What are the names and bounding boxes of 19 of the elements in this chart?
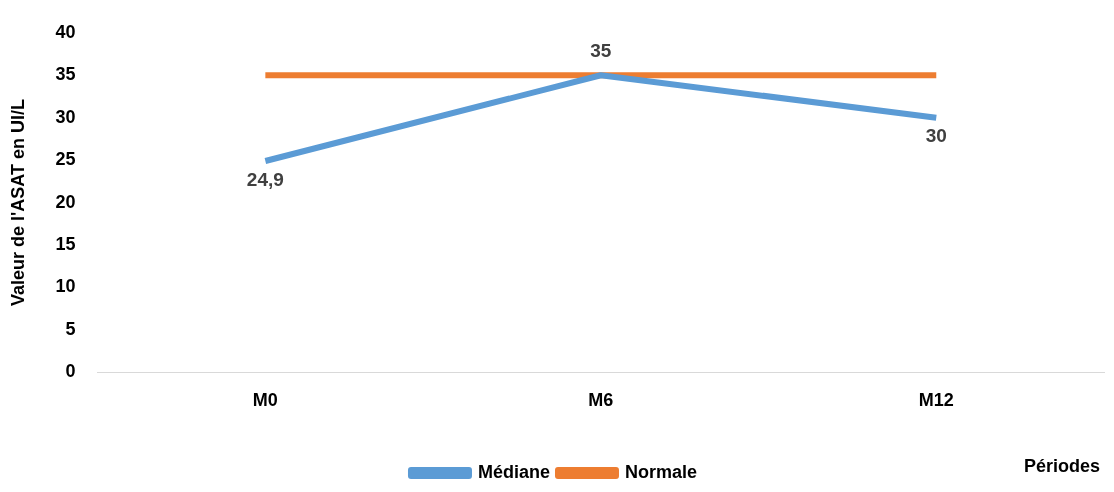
data-label: 35 <box>590 39 612 61</box>
y-tick-label: 30 <box>55 106 76 127</box>
legend-label: Médiane <box>477 461 551 482</box>
y-tick-label: 15 <box>55 234 76 255</box>
y-tick-label: 40 <box>55 21 76 42</box>
y-tick-label: 10 <box>55 276 76 297</box>
y-tick-label: 20 <box>55 191 76 212</box>
y-tick-label: 25 <box>55 149 76 170</box>
y-tick-label: 35 <box>55 64 76 85</box>
x-tick-label: M6 <box>588 390 614 411</box>
x-tick-label: M0 <box>252 390 278 411</box>
x-tick-label: M12 <box>918 390 954 411</box>
x-axis-title: Périodes <box>1023 455 1100 476</box>
y-tick-label: 0 <box>65 361 76 382</box>
y-tick-label: 5 <box>65 318 76 339</box>
data-label: 24,9 <box>246 168 284 190</box>
data-label: 30 <box>925 125 947 147</box>
legend-label: Normale <box>625 461 698 482</box>
y-axis-title: Valeur de l'ASAT en UI/L <box>7 99 28 307</box>
